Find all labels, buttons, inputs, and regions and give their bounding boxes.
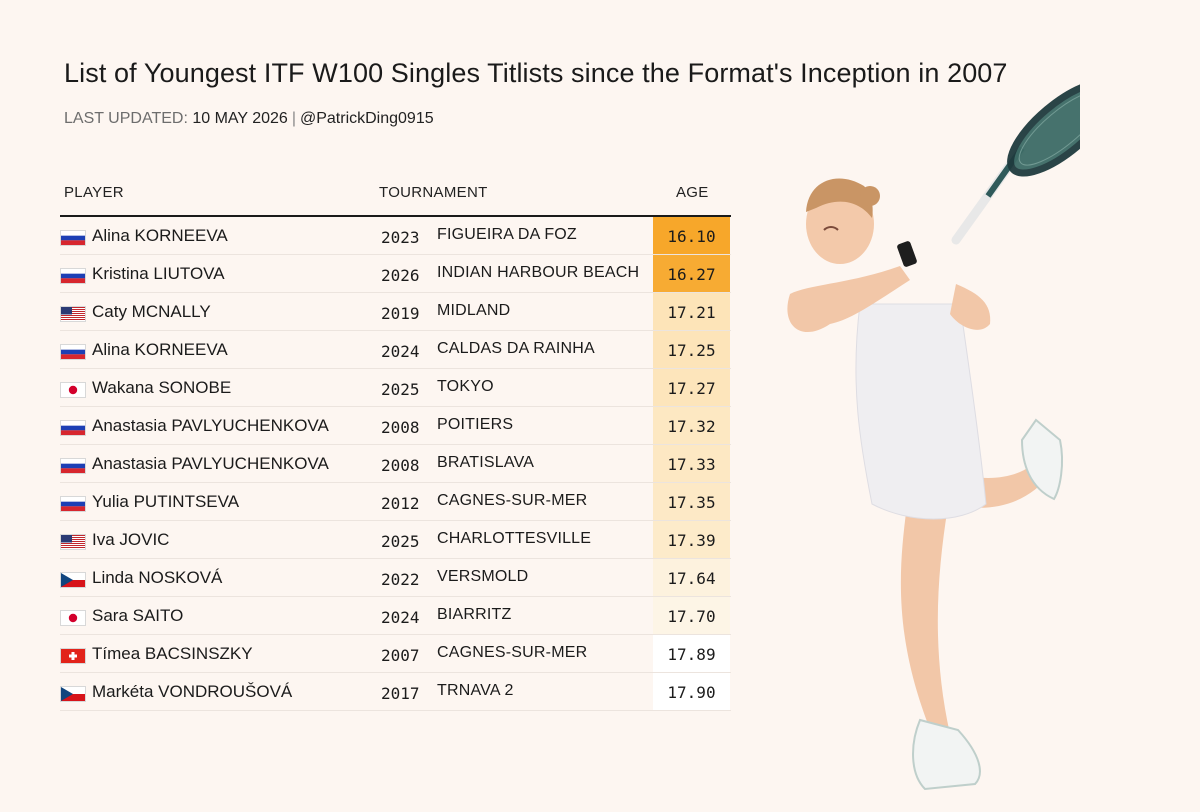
author-handle: @PatrickDing0915 [299,110,434,127]
tournament-name: INDIAN HARBOUR BEACH [437,264,640,281]
tournament-name: TRNAVA 2 [437,682,514,699]
player-name: Alina KORNEEVA [92,340,228,359]
flag-rus-icon [60,344,86,360]
player-age: 17.90 [653,673,730,710]
table-row: Alina KORNEEVA 2023 FIGUEIRA DA FOZ 16.10 [60,217,731,255]
player-age: 17.35 [653,483,730,520]
player-name: Linda NOSKOVÁ [92,568,223,587]
table-row: Anastasia PAVLYUCHENKOVA 2008 POITIERS 17.3… [60,407,731,445]
tournament-year: 2008 [381,456,420,475]
tournament-year: 2025 [381,532,420,551]
tournament-year: 2022 [381,570,420,589]
page-subtitle: LAST UPDATED: 10 MAY 2026 | @PatrickDing09… [64,110,434,128]
player-age: 17.32 [653,407,730,444]
flag-usa-icon [60,306,86,322]
table-row: Markéta VONDROUŠOVÁ 2017 TRNAVA 2 17.90 [60,673,731,711]
player-age: 17.89 [653,635,730,672]
player-age: 16.10 [653,217,730,254]
tournament-name: BRATISLAVA [437,454,535,471]
header-rule [60,215,731,217]
tournament-year: 2023 [381,228,420,247]
player-name: Kristina LIUTOVA [92,264,225,283]
tournament-name: BIARRITZ [437,606,512,623]
player-name: Sara SAITO [92,606,184,625]
player-name: Anastasia PAVLYUCHENKOVA [92,454,329,473]
tournament-year: 2024 [381,342,420,361]
player-age: 17.21 [653,293,730,330]
table-row: Alina KORNEEVA 2024 CALDAS DA RAINHA 17.25 [60,331,731,369]
tournament-year: 2026 [381,266,420,285]
table-row: Kristina LIUTOVA 2026 INDIAN HARBOUR BEACH… [60,255,731,293]
flag-cze-icon [60,686,86,702]
tournament-year: 2008 [381,418,420,437]
player-age: 17.39 [653,521,730,558]
player-age: 17.70 [653,597,730,634]
flag-jpn-icon [60,382,86,398]
player-name: Anastasia PAVLYUCHENKOVA [92,416,329,435]
player-age: 16.27 [653,255,730,292]
table-row: Wakana SONOBE 2025 TOKYO 17.27 [60,369,731,407]
flag-rus-icon [60,268,86,284]
tournament-name: CALDAS DA RAINHA [437,340,595,357]
table-row: Yulia PUTINTSEVA 2012 CAGNES-SUR-MER 17.35 [60,483,731,521]
tournament-year: 2025 [381,380,420,399]
table-row: Linda NOSKOVÁ 2022 VERSMOLD 17.64 [60,559,731,597]
updated-date: 10 MAY 2026 [192,110,288,127]
player-age: 17.27 [653,369,730,406]
tournament-name: FIGUEIRA DA FOZ [437,226,577,243]
column-header-age: AGE [676,184,709,201]
flag-rus-icon [60,458,86,474]
player-name: Tímea BACSINSZKY [92,644,253,663]
tournament-name: VERSMOLD [437,568,529,585]
player-age: 17.64 [653,559,730,596]
flag-usa-icon [60,534,86,550]
flag-rus-icon [60,496,86,512]
player-name: Iva JOVIC [92,530,170,549]
tournament-year: 2007 [381,646,420,665]
player-age: 17.33 [653,445,730,482]
flag-jpn-icon [60,610,86,626]
tournament-year: 2024 [381,608,420,627]
table-row: Caty MCNALLY 2019 MIDLAND 17.21 [60,293,731,331]
table-row: Tímea BACSINSZKY 2007 CAGNES-SUR-MER 17.89 [60,635,731,673]
tournament-name: MIDLAND [437,302,511,319]
tournament-name: TOKYO [437,378,494,395]
titlists-table: Alina KORNEEVA 2023 FIGUEIRA DA FOZ 16.10 Kr… [60,217,731,711]
column-header-tournament: TOURNAMENT [379,184,488,201]
tournament-year: 2017 [381,684,420,703]
tennis-player-illustration [787,84,1080,791]
flag-cze-icon [60,572,86,588]
flag-rus-icon [60,230,86,246]
flag-rus-icon [60,420,86,436]
page-title: List of Youngest ITF W100 Singles Titlis… [64,58,1008,88]
tournament-name: POITIERS [437,416,514,433]
updated-label: LAST UPDATED: [64,110,188,127]
flag-sui-icon [60,648,86,664]
tournament-year: 2012 [381,494,420,513]
player-name: Markéta VONDROUŠOVÁ [92,682,293,701]
player-age: 17.25 [653,331,730,368]
player-name: Caty MCNALLY [92,302,211,321]
separator: | [291,110,296,127]
racket-icon [951,84,1080,245]
column-header-player: PLAYER [64,184,124,201]
tournament-name: CAGNES-SUR-MER [437,492,588,509]
tournament-year: 2019 [381,304,420,323]
player-name: Wakana SONOBE [92,378,232,397]
player-name: Yulia PUTINTSEVA [92,492,240,511]
table-row: Sara SAITO 2024 BIARRITZ 17.70 [60,597,731,635]
table-row: Iva JOVIC 2025 CHARLOTTESVILLE 17.39 [60,521,731,559]
table-row: Anastasia PAVLYUCHENKOVA 2008 BRATISLAVA 17… [60,445,731,483]
tournament-name: CHARLOTTESVILLE [437,530,592,547]
tournament-name: CAGNES-SUR-MER [437,644,588,661]
player-name: Alina KORNEEVA [92,226,228,245]
